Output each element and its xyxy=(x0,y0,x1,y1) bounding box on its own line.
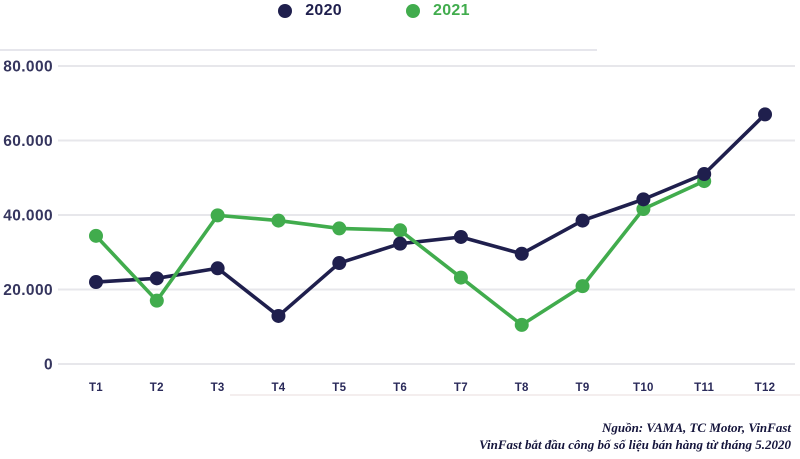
chart-legend: 2020 2021 xyxy=(0,2,774,20)
source-line-1: Nguồn: VAMA, TC Motor, VinFast xyxy=(601,419,791,435)
legend-item-2021: 2021 xyxy=(406,2,470,20)
series-2020-point xyxy=(575,213,590,228)
series-2021-point xyxy=(271,213,286,228)
series-2021-point xyxy=(332,221,347,236)
source-note: Nguồn: VAMA, TC Motor, VinFast VinFast b… xyxy=(479,419,791,453)
y-tick-label: 0 xyxy=(44,357,53,374)
series-2020-point xyxy=(758,107,773,122)
series-2020-point xyxy=(697,167,712,182)
x-tick-label: T9 xyxy=(576,382,590,394)
source-line-2: VinFast bắt đầu công bố số liệu bán hàng… xyxy=(479,436,791,452)
series-2021-point xyxy=(575,279,590,294)
x-tick-label: T1 xyxy=(89,382,103,394)
series-2020-point xyxy=(89,275,103,290)
y-tick-label: 20.000 xyxy=(3,282,53,299)
series-2020-point xyxy=(636,192,651,207)
series-2020-point xyxy=(332,256,347,271)
series-2020-line xyxy=(95,113,767,318)
series-2021-line xyxy=(94,179,705,327)
legend-item-2020: 2020 xyxy=(278,2,342,20)
x-tick-label: T7 xyxy=(454,382,468,394)
x-tick-label: T5 xyxy=(332,382,346,394)
series-2021-point xyxy=(514,317,529,332)
series-2021-point xyxy=(393,223,408,238)
x-tick-label: T11 xyxy=(694,382,714,394)
series-2020-point xyxy=(453,229,468,244)
legend-dot-2020-icon xyxy=(278,4,293,18)
legend-label-2020: 2020 xyxy=(305,2,342,19)
series-2020-point xyxy=(271,308,286,323)
series-2021-point xyxy=(453,270,468,285)
x-tick-label: T12 xyxy=(755,382,776,394)
x-tick-label: T4 xyxy=(271,382,285,394)
x-tick-label: T10 xyxy=(633,382,654,394)
x-tick-label: T3 xyxy=(211,382,225,394)
series-2020-point xyxy=(149,271,164,286)
legend-dot-2021-icon xyxy=(406,4,420,18)
legend-label-2021: 2021 xyxy=(433,2,470,19)
series-2020-point xyxy=(210,261,225,276)
y-tick-label: 60.000 xyxy=(3,133,53,150)
y-tick-label: 80.000 xyxy=(3,59,53,76)
x-tick-label: T8 xyxy=(515,382,529,394)
series-2021-point xyxy=(149,293,164,308)
x-tick-label: T2 xyxy=(150,382,164,394)
series-2021-point xyxy=(89,228,103,243)
x-tick-label: T6 xyxy=(393,382,407,394)
y-tick-label: 40.000 xyxy=(3,208,53,225)
series-2021-point xyxy=(210,208,225,223)
series-2020-point xyxy=(514,246,529,261)
series-2020-point xyxy=(393,236,408,251)
series-2021-point xyxy=(636,202,651,217)
